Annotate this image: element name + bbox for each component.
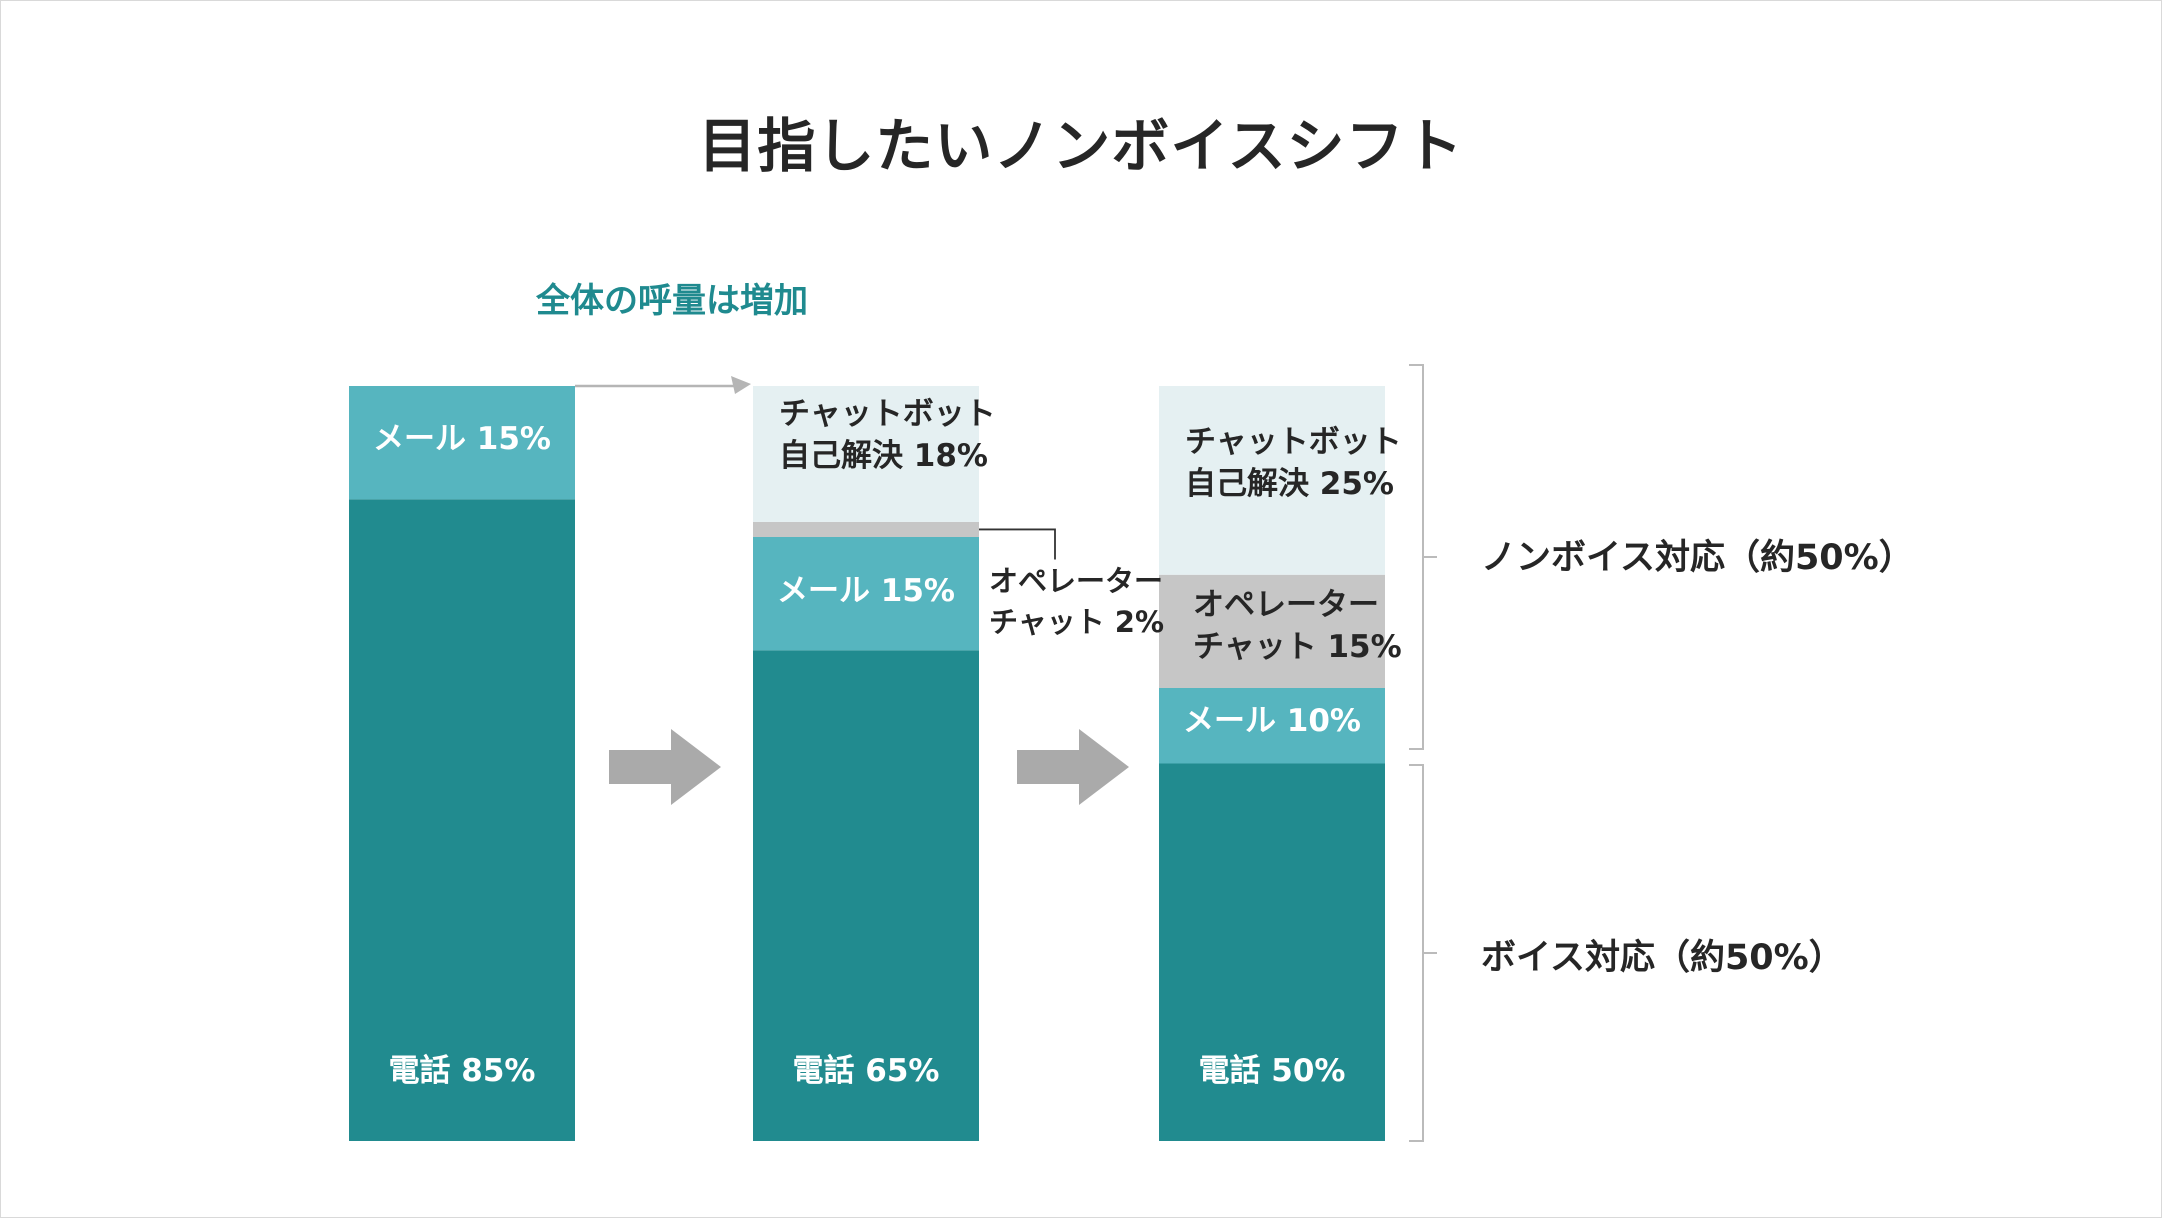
bar-segment-operator_chat-2 (753, 521, 979, 537)
bar-segment-phone-1 (349, 499, 575, 1141)
bar-segment-phone-2 (753, 650, 979, 1141)
growth-connector-arrowhead (731, 376, 751, 394)
stage3-operator-chat-label: オペレーター チャット 15% (1193, 587, 1402, 665)
stage-arrow-1 (609, 729, 721, 805)
voice-brace-label: ボイス対応（約50%） (1481, 938, 1844, 978)
stage2-chatbot-label: チャットボット 自己解決 18% (779, 396, 996, 474)
nonvoice-brace (1409, 364, 1437, 750)
bar-segment-chatbot-3 (1159, 386, 1385, 575)
stage3-mail-label: メール 10% (1183, 703, 1361, 739)
voice-brace (1409, 764, 1437, 1142)
operator-chat-leader-line (979, 528, 1056, 560)
stage-arrow-2 (1017, 729, 1129, 805)
stage2-mail-label: メール 15% (777, 573, 955, 609)
volume-increase-callout: 全体の呼量は増加 (536, 281, 808, 321)
bar-segment-chatbot-2 (753, 386, 979, 522)
stage3-chatbot-label: チャットボット 自己解決 25% (1185, 424, 1402, 502)
stage2-phone-label: 電話 65% (792, 1053, 940, 1089)
stage1-phone-label: 電話 85% (388, 1053, 536, 1089)
stage3-phone-label: 電話 50% (1198, 1053, 1346, 1089)
bar-segment-mail-2 (753, 537, 979, 651)
page-title: 目指したいノンボイスシフト (698, 112, 1464, 180)
stage1-mail-label: メール 15% (373, 421, 551, 457)
bar-segment-operator_chat-3 (1159, 574, 1385, 688)
bar-segment-phone-3 (1159, 763, 1385, 1141)
stage2-operator-chat-label: オペレーター チャット 2% (989, 564, 1165, 639)
bar-segment-mail-1 (349, 386, 575, 500)
nonvoice-brace-label: ノンボイス対応（約50%） (1481, 538, 1914, 578)
bar-segment-mail-3 (1159, 688, 1385, 764)
